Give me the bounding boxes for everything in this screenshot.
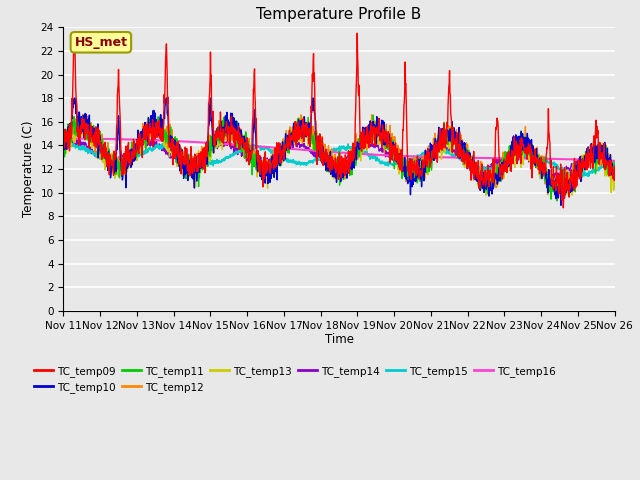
TC_temp14: [611, 167, 618, 172]
TC_temp11: [611, 161, 618, 167]
TC_temp11: [60, 152, 67, 157]
TC_temp14: [546, 168, 554, 174]
Line: TC_temp13: TC_temp13: [63, 115, 614, 200]
TC_temp13: [182, 171, 190, 177]
TC_temp13: [559, 197, 566, 203]
TC_temp11: [369, 112, 377, 118]
TC_temp13: [546, 175, 554, 180]
Line: TC_temp10: TC_temp10: [63, 98, 614, 205]
TC_temp09: [169, 162, 177, 168]
TC_temp09: [559, 205, 567, 211]
TC_temp13: [425, 160, 433, 166]
TC_temp15: [611, 159, 618, 165]
TC_temp09: [182, 156, 190, 161]
TC_temp16: [497, 156, 504, 161]
TC_temp10: [169, 139, 177, 145]
Title: Temperature Profile B: Temperature Profile B: [257, 7, 422, 22]
TC_temp10: [60, 143, 67, 148]
TC_temp15: [169, 144, 177, 150]
TC_temp15: [546, 160, 554, 166]
TC_temp15: [497, 165, 505, 170]
TC_temp09: [244, 149, 252, 155]
TC_temp09: [425, 156, 433, 162]
TC_temp10: [546, 176, 554, 181]
TC_temp16: [169, 138, 177, 144]
TC_temp11: [182, 176, 190, 181]
Line: TC_temp14: TC_temp14: [63, 139, 614, 179]
TC_temp11: [244, 154, 252, 160]
TC_temp09: [70, 30, 78, 36]
TC_temp16: [182, 139, 190, 144]
Line: TC_temp16: TC_temp16: [63, 138, 614, 161]
TC_temp16: [60, 135, 67, 141]
Y-axis label: Temperature (C): Temperature (C): [22, 121, 35, 217]
Text: HS_met: HS_met: [74, 36, 127, 49]
Legend: TC_temp09, TC_temp10, TC_temp11, TC_temp12, TC_temp13, TC_temp14, TC_temp15, TC_: TC_temp09, TC_temp10, TC_temp11, TC_temp…: [30, 361, 559, 397]
TC_temp11: [553, 198, 561, 204]
TC_temp11: [497, 179, 505, 184]
TC_temp12: [244, 150, 252, 156]
TC_temp16: [244, 143, 252, 148]
TC_temp12: [497, 169, 505, 175]
TC_temp12: [60, 133, 67, 139]
TC_temp10: [70, 96, 78, 101]
TC_temp13: [611, 177, 618, 183]
TC_temp12: [182, 164, 190, 169]
TC_temp13: [227, 112, 235, 118]
TC_temp14: [425, 154, 433, 160]
TC_temp12: [82, 111, 90, 117]
TC_temp14: [552, 176, 559, 181]
TC_temp10: [425, 147, 433, 153]
Line: TC_temp15: TC_temp15: [63, 144, 614, 177]
Line: TC_temp11: TC_temp11: [63, 115, 614, 201]
TC_temp09: [611, 164, 618, 169]
TC_temp16: [611, 158, 618, 164]
Line: TC_temp09: TC_temp09: [63, 33, 614, 208]
TC_temp12: [169, 141, 177, 146]
Line: TC_temp12: TC_temp12: [63, 114, 614, 194]
TC_temp15: [425, 149, 433, 155]
X-axis label: Time: Time: [324, 334, 353, 347]
TC_temp15: [159, 141, 166, 146]
TC_temp10: [557, 203, 565, 208]
TC_temp09: [60, 144, 67, 150]
TC_temp14: [143, 136, 150, 142]
TC_temp15: [577, 174, 585, 180]
TC_temp09: [546, 137, 554, 143]
TC_temp13: [60, 133, 67, 139]
TC_temp11: [169, 142, 177, 148]
TC_temp14: [169, 155, 177, 161]
TC_temp12: [611, 168, 618, 173]
TC_temp12: [425, 150, 433, 156]
TC_temp15: [60, 144, 67, 149]
TC_temp12: [544, 192, 552, 197]
TC_temp13: [169, 154, 177, 159]
TC_temp13: [244, 142, 252, 148]
TC_temp11: [425, 169, 433, 175]
TC_temp14: [182, 159, 190, 165]
TC_temp10: [244, 144, 252, 149]
TC_temp14: [60, 144, 67, 150]
TC_temp15: [182, 151, 190, 157]
TC_temp14: [244, 155, 252, 160]
TC_temp13: [497, 172, 505, 178]
TC_temp09: [497, 165, 505, 170]
TC_temp10: [611, 175, 618, 181]
TC_temp15: [244, 144, 252, 150]
TC_temp10: [182, 170, 190, 176]
TC_temp12: [546, 176, 554, 182]
TC_temp11: [546, 175, 554, 180]
TC_temp10: [497, 172, 505, 178]
TC_temp16: [424, 154, 432, 160]
TC_temp14: [497, 158, 505, 164]
TC_temp16: [545, 156, 553, 162]
